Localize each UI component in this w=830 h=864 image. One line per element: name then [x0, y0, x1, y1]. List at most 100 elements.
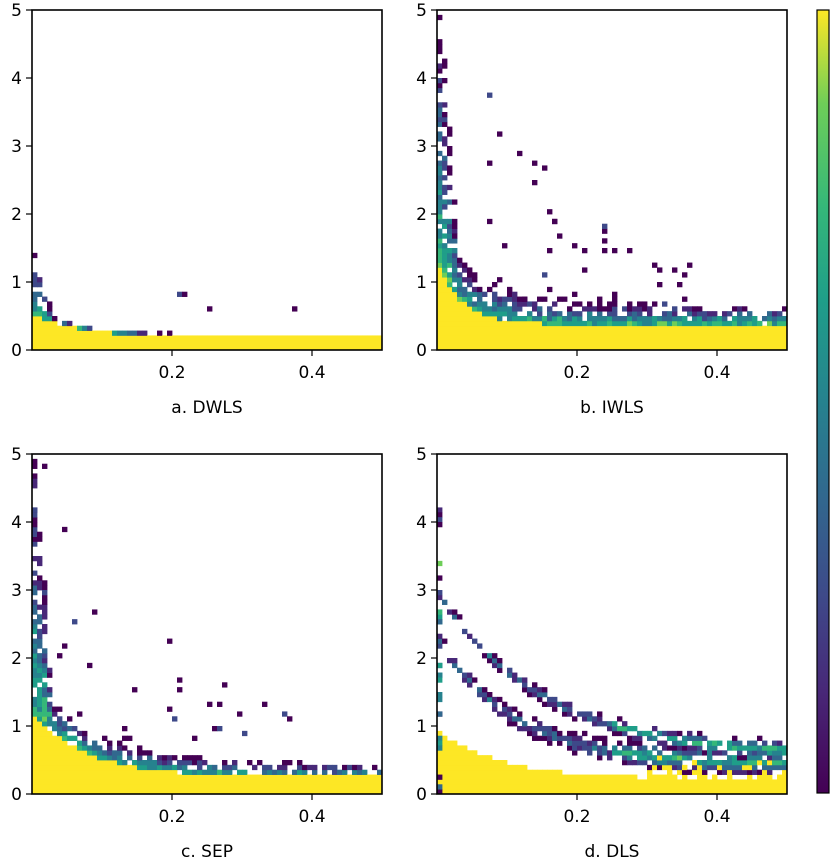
- heatmap-cell: [532, 779, 538, 785]
- heatmap-cell: [72, 619, 78, 625]
- heatmap-cell: [617, 316, 623, 322]
- heatmap-cell: [72, 784, 78, 790]
- heatmap-cell: [37, 330, 43, 336]
- heatmap-cell: [107, 335, 113, 341]
- panel-title-sep: c. SEP: [181, 842, 233, 862]
- heatmap-cell: [42, 580, 48, 586]
- heatmap-cell: [462, 277, 468, 283]
- heatmap-cell: [652, 262, 658, 268]
- heatmap-cell: [667, 789, 673, 795]
- heatmap-cell: [642, 340, 648, 346]
- y-tick-label: 5: [11, 445, 22, 465]
- heatmap-cell: [512, 330, 518, 336]
- heatmap-cell: [357, 774, 363, 780]
- heatmap-cell: [492, 696, 498, 703]
- heatmap-cell: [572, 716, 578, 722]
- heatmap-cell: [447, 272, 453, 278]
- heatmap-cell: [497, 340, 503, 346]
- heatmap-cell: [507, 291, 513, 297]
- heatmap-cell: [437, 517, 443, 523]
- heatmap-cell: [447, 340, 453, 346]
- heatmap-cell: [517, 711, 523, 717]
- heatmap-cell: [322, 764, 328, 771]
- heatmap-cell: [127, 755, 133, 761]
- heatmap-cell: [642, 784, 648, 790]
- heatmap-cell: [162, 764, 168, 771]
- heatmap-cell: [52, 740, 58, 746]
- heatmap-cell: [227, 764, 233, 771]
- heatmap-cell: [677, 760, 683, 766]
- heatmap-cell: [487, 92, 493, 98]
- heatmap-cell: [497, 296, 503, 302]
- heatmap-cell: [92, 760, 98, 766]
- heatmap-cell: [482, 784, 488, 790]
- heatmap-cell: [292, 769, 298, 775]
- heatmap-cell: [122, 340, 128, 346]
- heatmap-cell: [697, 730, 703, 737]
- heatmap-cell: [32, 701, 38, 707]
- heatmap-cell: [377, 774, 383, 780]
- heatmap-cell: [447, 291, 453, 297]
- heatmap-cell: [62, 750, 68, 756]
- heatmap-cell: [42, 789, 48, 795]
- heatmap-cell: [592, 784, 598, 790]
- heatmap-cell: [567, 730, 573, 737]
- heatmap-cell: [647, 330, 653, 336]
- heatmap-cell: [197, 760, 203, 766]
- heatmap-cell: [772, 340, 778, 346]
- heatmap-cell: [582, 745, 588, 751]
- heatmap-cell: [617, 340, 623, 346]
- heatmap-cell: [597, 316, 603, 322]
- heatmap-cell: [437, 301, 443, 307]
- heatmap-cell: [437, 116, 443, 123]
- heatmap-cell: [642, 755, 648, 761]
- heatmap-cell: [662, 335, 668, 341]
- heatmap-cell: [732, 760, 738, 766]
- heatmap-cell: [632, 779, 638, 785]
- heatmap-cell: [772, 750, 778, 756]
- heatmap-cell: [702, 750, 708, 756]
- heatmap-cell: [42, 614, 48, 620]
- heatmap-cell: [642, 335, 648, 341]
- heatmap-cell: [507, 706, 513, 712]
- heatmap-cell: [292, 345, 298, 351]
- heatmap-cell: [57, 721, 63, 727]
- heatmap-cell: [307, 340, 313, 346]
- heatmap-cell: [82, 769, 88, 775]
- heatmap-cell: [272, 789, 278, 795]
- heatmap-cell: [102, 779, 108, 785]
- heatmap-cell: [652, 320, 658, 327]
- heatmap-cell: [197, 779, 203, 785]
- heatmap-cell: [682, 345, 688, 351]
- heatmap-cell: [437, 136, 443, 142]
- heatmap-cell: [602, 784, 608, 790]
- heatmap-cell: [32, 764, 38, 771]
- heatmap-cell: [377, 779, 383, 785]
- heatmap-cell: [322, 779, 328, 785]
- heatmap-cell: [212, 335, 218, 341]
- heatmap-cell: [782, 340, 788, 346]
- y-tick-label: 4: [11, 513, 22, 533]
- heatmap-cell: [157, 755, 163, 761]
- heatmap-cell: [282, 335, 288, 341]
- heatmap-cell: [562, 330, 568, 336]
- heatmap-cell: [247, 774, 253, 780]
- heatmap-cell: [102, 340, 108, 346]
- heatmap-cell: [252, 335, 258, 341]
- heatmap-cell: [32, 599, 38, 605]
- heatmap-cell: [552, 779, 558, 785]
- heatmap-cell: [647, 320, 653, 327]
- heatmap-cell: [607, 301, 613, 307]
- heatmap-cell: [502, 330, 508, 336]
- heatmap-cell: [37, 711, 43, 717]
- heatmap-cell: [612, 330, 618, 336]
- heatmap-cell: [62, 740, 68, 746]
- heatmap-cell: [142, 340, 148, 346]
- heatmap-cell: [707, 316, 713, 322]
- heatmap-cell: [267, 345, 273, 351]
- heatmap-cell: [747, 779, 753, 785]
- heatmap-cell: [302, 340, 308, 346]
- x-tick-label: 0.2: [158, 363, 185, 383]
- heatmap-cell: [437, 282, 443, 288]
